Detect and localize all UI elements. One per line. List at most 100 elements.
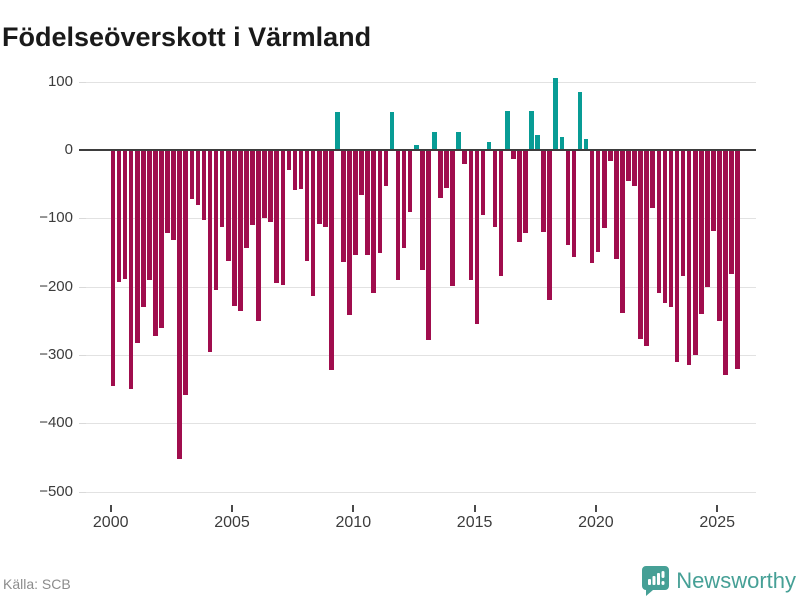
bar-2002Q1	[159, 150, 164, 328]
bar-2011Q1	[377, 150, 383, 254]
bar-2013Q1	[426, 150, 431, 340]
bar-2014Q3	[462, 150, 468, 164]
bar-2006Q1	[256, 150, 261, 321]
bar-2015Q1	[474, 150, 480, 325]
bar-2018Q4	[565, 150, 571, 245]
bar-2010Q2	[359, 150, 364, 196]
bar-2002Q4	[177, 150, 182, 459]
bar-2003Q1	[183, 150, 189, 395]
bar-2000Q3	[122, 150, 128, 280]
bar-2012Q2	[407, 150, 413, 213]
x-tick-2005	[231, 505, 233, 512]
bar-2017Q4	[541, 150, 546, 232]
bar-2002Q3	[171, 150, 176, 240]
bar-2023Q3	[680, 150, 686, 277]
bar-2011Q3	[389, 111, 395, 150]
bar-2019Q1	[571, 150, 577, 257]
bar-2010Q1	[353, 150, 358, 255]
bar-2016Q3	[510, 150, 516, 159]
x-axis-label-2000: 2000	[92, 514, 129, 531]
y-axis-label-100: 100	[47, 72, 73, 90]
bar-2014Q1	[450, 150, 455, 286]
gridline--400	[85, 423, 756, 425]
bar-2004Q4	[225, 150, 231, 261]
bar-2008Q1	[304, 150, 310, 262]
bar-2008Q2	[310, 150, 316, 297]
bar-2001Q3	[147, 150, 152, 280]
bar-2013Q3	[438, 150, 443, 198]
bar-2019Q2	[577, 91, 583, 150]
bar-2009Q2	[335, 111, 340, 150]
bar-2007Q1	[280, 150, 286, 285]
x-tick-2025	[716, 505, 719, 512]
bar-2014Q4	[468, 150, 474, 280]
bar-2019Q3	[583, 139, 589, 150]
y-axis-label--200: −200	[39, 277, 73, 295]
bar-2016Q1	[498, 150, 504, 277]
x-tick-2000	[109, 505, 112, 512]
y-tick-100	[79, 81, 86, 83]
bar-2025Q3	[729, 150, 734, 275]
bar-2021Q3	[632, 150, 637, 187]
bar-2024Q1	[692, 150, 698, 355]
x-axis-label-2020: 2020	[578, 514, 614, 531]
x-axis-label-2010: 2010	[335, 514, 372, 531]
y-axis-label--400: −400	[39, 414, 73, 432]
x-axis-zero-line	[85, 149, 756, 151]
bar-2019Q4	[589, 150, 595, 264]
bar-2004Q3	[219, 150, 225, 228]
bar-2025Q4	[735, 150, 740, 369]
bar-2000Q2	[116, 150, 122, 282]
bar-2023Q2	[674, 150, 680, 362]
bar-2022Q1	[644, 150, 649, 347]
bar-2012Q3	[413, 144, 419, 150]
newsworthy-icon	[642, 566, 670, 596]
bar-2016Q2	[504, 111, 510, 150]
bar-2010Q3	[365, 150, 371, 255]
bar-2000Q4	[128, 150, 134, 390]
bar-2022Q4	[662, 150, 668, 304]
bar-2012Q1	[401, 150, 407, 248]
bar-2005Q3	[244, 150, 249, 249]
y-axis-label-0: 0	[64, 141, 73, 158]
bar-2024Q2	[699, 150, 704, 314]
x-tick-2010	[352, 505, 355, 512]
y-tick-0	[79, 149, 86, 151]
bar-2020Q3	[608, 150, 613, 161]
bar-2001Q2	[141, 150, 146, 308]
birth-surplus-bar-chart: 100 0 −100 −200 −300 −400 −500 2000 2005 2010 2015…	[39, 72, 756, 531]
y-tick--500	[79, 491, 86, 493]
bar-2003Q3	[195, 150, 201, 205]
page-title: Födelseöverskott i Värmland	[2, 22, 372, 53]
bar-2016Q4	[517, 150, 522, 242]
bar-2009Q1	[329, 150, 334, 371]
bar-2017Q1	[523, 150, 528, 234]
bar-2001Q1	[134, 150, 140, 344]
bar-2010Q4	[371, 150, 377, 293]
bar-2007Q3	[292, 150, 298, 190]
y-tick--200	[79, 286, 86, 288]
gridline--500	[85, 491, 756, 493]
bar-2015Q3	[486, 142, 492, 150]
y-axis-label--300: −300	[39, 345, 73, 363]
bar-2002Q2	[165, 150, 170, 234]
bar-2018Q2	[553, 78, 559, 150]
x-tick-2020	[594, 505, 597, 512]
y-tick--400	[79, 423, 86, 425]
bar-2017Q2	[529, 111, 534, 150]
bar-2014Q2	[456, 131, 461, 150]
bar-2021Q1	[620, 150, 625, 313]
gridline--200	[85, 286, 756, 288]
bar-2012Q4	[420, 150, 425, 270]
bar-2023Q4	[686, 150, 692, 366]
bar-2022Q2	[650, 150, 656, 209]
y-axis-label--100: −100	[39, 209, 73, 227]
x-axis-label-2005: 2005	[214, 514, 250, 531]
bar-2007Q4	[298, 150, 304, 189]
newsworthy-wordmark: Newsworthy	[676, 568, 796, 593]
x-axis-label-2015: 2015	[456, 514, 493, 531]
bar-2020Q1	[595, 150, 601, 252]
bar-2025Q1	[717, 150, 722, 321]
newsworthy-logo: Newsworthy	[642, 566, 796, 596]
bar-2004Q1	[207, 150, 213, 352]
